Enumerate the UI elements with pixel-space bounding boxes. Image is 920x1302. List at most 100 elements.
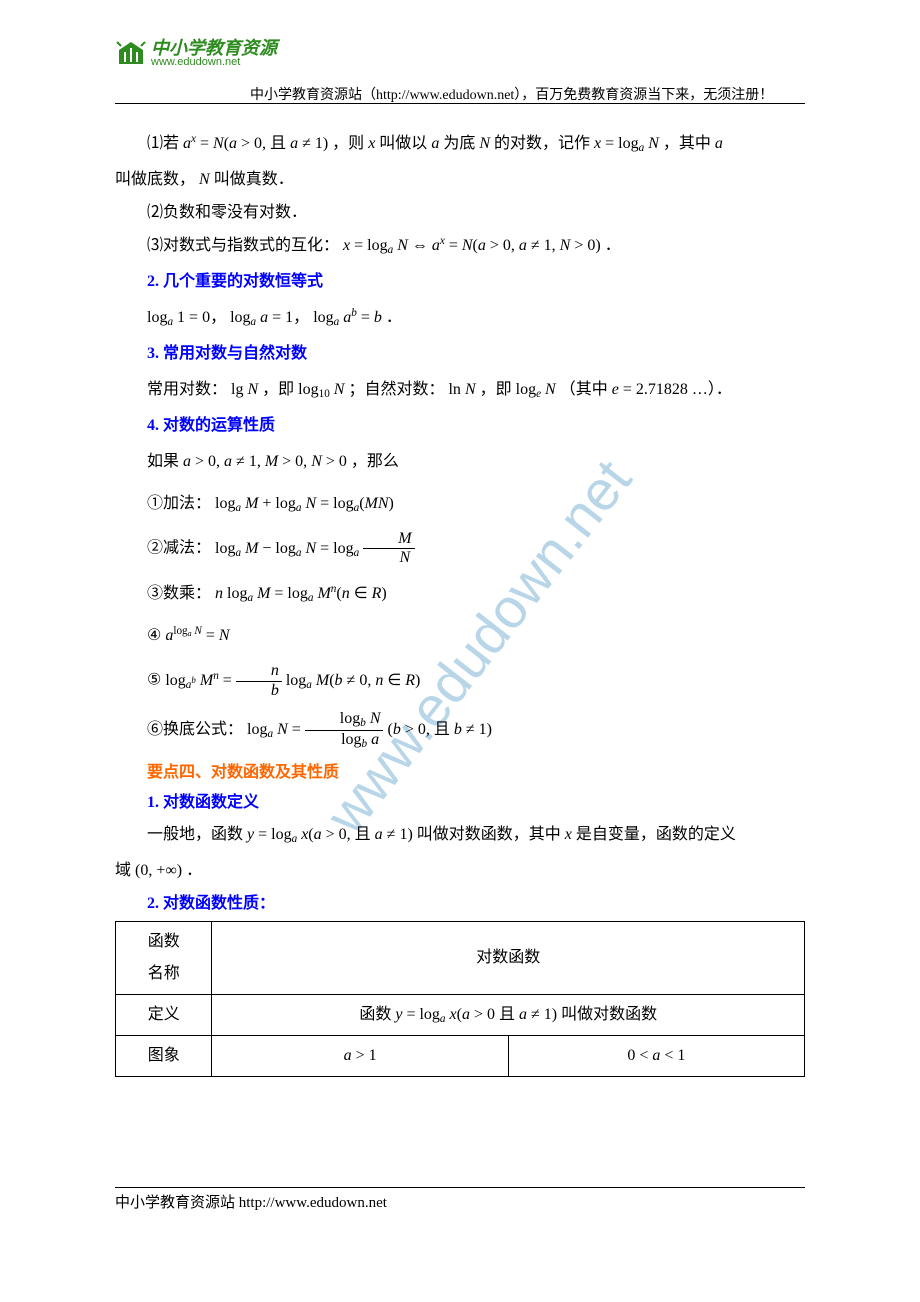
math: x = loga N ⇔ ax = N(a > 0, a ≠ 1, N > 0) xyxy=(343,237,601,254)
math: loga M + loga N = loga(MN) xyxy=(215,495,394,512)
t: ． xyxy=(605,237,621,254)
t: 函数 xyxy=(359,1006,395,1023)
site-logo: 中小学教育资源 www.edudown.net xyxy=(115,38,277,68)
t: ③数乘： xyxy=(147,585,211,602)
op-add: ①加法： loga M + loga N = loga(MN) xyxy=(115,488,805,520)
math: loga ab = b xyxy=(313,309,382,326)
num: M xyxy=(363,530,414,549)
t: 叫做对数函数，其中 xyxy=(417,826,561,843)
para-def-3: ⑶对数式与指数式的互化： x = loga N ⇔ ax = N(a > 0, … xyxy=(115,230,805,262)
math: x = loga N xyxy=(594,135,663,152)
t: ⑴若 xyxy=(147,135,179,152)
den: logb a xyxy=(305,731,384,751)
math: N xyxy=(199,171,210,188)
math: a xyxy=(715,135,723,152)
table-row: 图象 a > 1 0 < a < 1 xyxy=(116,1036,805,1077)
cell-fn-title: 对数函数 xyxy=(212,922,805,995)
t: 是自变量，函数的定义 xyxy=(576,826,736,843)
t: 为底 xyxy=(443,135,475,152)
math: log10 N xyxy=(298,381,344,398)
fraction: n b xyxy=(236,662,282,700)
math: x xyxy=(368,135,379,152)
t: ⑶对数式与指数式的互化： xyxy=(147,237,339,254)
math: y = loga x(a > 0, 且 a ≠ 1) xyxy=(247,826,413,843)
logo-icon xyxy=(115,38,147,68)
math: logab Mn = xyxy=(165,672,235,689)
cell-fn-name: 函数名称 xyxy=(116,922,212,995)
math: n loga M = loga Mn(n ∈ R) xyxy=(215,585,387,602)
t: 域 xyxy=(115,862,131,879)
cell-a-gt-1: a > 1 xyxy=(212,1036,508,1077)
math: y = loga x(a > 0 且 a ≠ 1) xyxy=(395,1006,557,1023)
math: N xyxy=(479,135,494,152)
t: ②减法： xyxy=(147,540,211,557)
math: loge N xyxy=(516,381,556,398)
para-def-1: ⑴若 ax = N(a > 0, 且 a ≠ 1) ，则 x 叫做以 a 为底 … xyxy=(115,128,805,160)
t: ，那么 xyxy=(351,453,399,470)
t: 叫做真数． xyxy=(214,171,294,188)
math: (b > 0, 且 b ≠ 1) xyxy=(387,721,491,738)
header-text: 中小学教育资源站（http://www.edudown.net），百万免费教育资… xyxy=(250,84,805,104)
para-def-2: ⑵负数和零没有对数． xyxy=(115,200,805,226)
t: 如果 xyxy=(147,453,179,470)
heading-4: 4. 对数的运算性质 xyxy=(115,410,805,442)
t: （其中 xyxy=(560,381,608,398)
heading-def: 1. 对数函数定义 xyxy=(115,790,805,816)
table-row: 定义 函数 y = loga x(a > 0 且 a ≠ 1) 叫做对数函数 xyxy=(116,995,805,1036)
heading-prop: 2. 对数函数性质： xyxy=(115,891,805,917)
num: n xyxy=(236,662,282,681)
def-para: 一般地，函数 y = loga x(a > 0, 且 a ≠ 1) 叫做对数函数… xyxy=(115,819,805,851)
para-def-1b: 叫做底数， N 叫做真数． xyxy=(115,164,805,196)
identities: loga 1 = 0， loga a = 1， loga ab = b ． xyxy=(115,302,805,334)
t: ，则 xyxy=(332,135,364,152)
cell-def-label: 定义 xyxy=(116,995,212,1036)
math: loga M(b ≠ 0, n ∈ R) xyxy=(286,672,421,689)
t: ． xyxy=(186,862,202,879)
def-para-2: 域 (0, +∞) ． xyxy=(115,855,805,887)
footer-text: 中小学教育资源站 http://www.edudown.net xyxy=(115,1191,387,1212)
math: e = 2.71828 xyxy=(612,381,688,398)
math: (0, +∞) xyxy=(135,862,182,879)
cell-a-lt-1: 0 < a < 1 xyxy=(508,1036,804,1077)
t: ①加法： xyxy=(147,495,211,512)
math: lg N xyxy=(231,381,258,398)
t: 叫做底数， xyxy=(115,171,195,188)
num: logb N xyxy=(305,710,384,731)
t: ． xyxy=(386,309,402,326)
op-sub: ②减法： loga M − loga N = loga M N xyxy=(115,530,805,568)
fraction: M N xyxy=(363,530,414,568)
conditions: 如果 a > 0, a ≠ 1, M > 0, N > 0 ，那么 xyxy=(115,446,805,478)
den: N xyxy=(363,549,414,567)
heading-3: 3. 常用对数与自然对数 xyxy=(115,338,805,370)
logo-url-text: www.edudown.net xyxy=(151,57,277,68)
table-row: 函数名称 对数函数 xyxy=(116,922,805,995)
math: loga a = 1 xyxy=(230,309,293,326)
t: 的对数，记作 xyxy=(494,135,590,152)
fraction: logb N logb a xyxy=(305,710,384,750)
op-mul: ③数乘： n loga M = loga Mn(n ∈ R) xyxy=(115,578,805,610)
op-5: ⑤ logab Mn = n b loga M(b ≠ 0, n ∈ R) xyxy=(115,662,805,700)
properties-table: 函数名称 对数函数 定义 函数 y = loga x(a > 0 且 a ≠ 1… xyxy=(115,921,805,1077)
section-4-title: 要点四、对数函数及其性质 xyxy=(115,760,805,786)
math: aloga N = N xyxy=(165,627,229,644)
t: 常用对数： xyxy=(147,381,227,398)
math: loga 1 = 0 xyxy=(147,309,210,326)
page: www.edudown.net 中小学教育资源 www.edudown.net … xyxy=(0,0,920,1302)
t: ，其中 xyxy=(663,135,711,152)
t: ⑥换底公式： xyxy=(147,721,243,738)
t: ⑤ xyxy=(147,672,161,689)
t: ④ xyxy=(147,627,161,644)
footer-rule xyxy=(115,1187,805,1188)
cell-graph-label: 图象 xyxy=(116,1036,212,1077)
math: loga M − loga N = loga xyxy=(215,540,363,557)
math: a > 0, a ≠ 1, M > 0, N > 0 xyxy=(183,453,347,470)
math: a xyxy=(431,135,443,152)
op-base-change: ⑥换底公式： loga N = logb N logb a (b > 0, 且 … xyxy=(115,710,805,750)
heading-2: 2. 几个重要的对数恒等式 xyxy=(115,266,805,298)
math: ln N xyxy=(448,381,475,398)
common-log: 常用对数： lg N ，即 log10 N ；自然对数： ln N ，即 log… xyxy=(115,374,805,406)
t: ，即 xyxy=(480,381,512,398)
t: 叫做对数函数 xyxy=(561,1006,657,1023)
content: ⑴若 ax = N(a > 0, 且 a ≠ 1) ，则 x 叫做以 a 为底 … xyxy=(115,124,805,1077)
t: …）． xyxy=(692,381,732,398)
